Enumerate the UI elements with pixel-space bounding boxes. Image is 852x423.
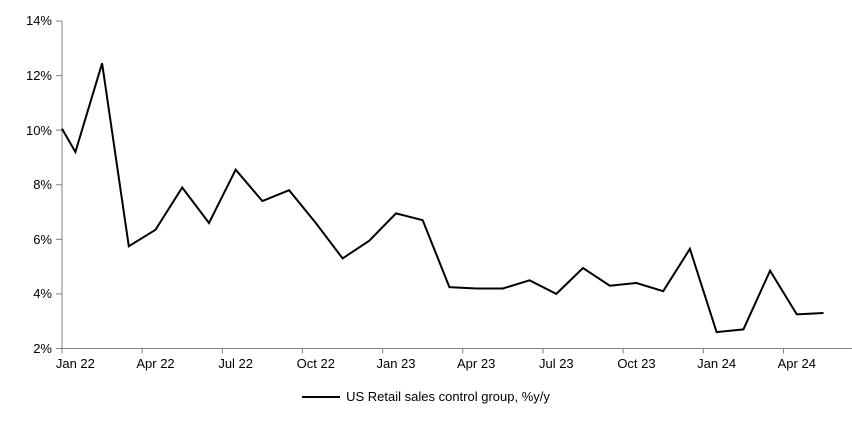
axes [56,20,852,354]
y-tick-label: 6% [33,231,52,247]
legend-label: US Retail sales control group, %y/y [346,389,550,404]
y-tick-label: 12% [25,68,52,84]
x-tick-label: Jan 24 [697,356,737,371]
y-tick-label: 8% [33,177,52,193]
x-tick-label: Apr 24 [777,356,816,371]
x-tick-label: Jul 23 [538,356,574,371]
y-tick-label: 14% [25,13,52,29]
y-tick-label: 10% [25,122,52,138]
legend-swatch-line [302,395,341,398]
x-tick-label: Oct 23 [617,356,656,371]
x-tick-label: Apr 22 [136,356,175,371]
legend: US Retail sales control group, %y/y [0,389,852,404]
x-tick-label: Jan 23 [376,356,416,371]
y-tick-label: 4% [33,286,52,302]
x-tick-label: Apr 23 [457,356,496,371]
series-line-us-retail-sales-control-group [61,63,824,334]
x-tick-label: Jan 22 [55,356,95,371]
x-tick-label: Jul 22 [218,356,254,371]
x-tick-label: Oct 22 [296,356,335,371]
y-tick-label: 2% [33,341,52,356]
